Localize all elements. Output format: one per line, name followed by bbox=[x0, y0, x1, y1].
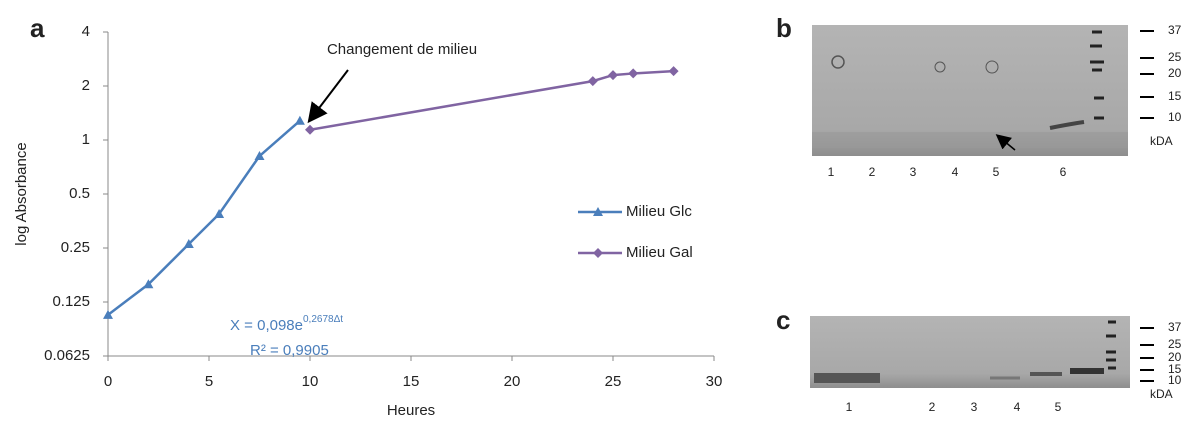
panel-label: b bbox=[776, 13, 792, 43]
marker-label: 25 bbox=[1168, 50, 1182, 64]
marker-label: 37 bbox=[1168, 320, 1182, 334]
marker-label: 37 bbox=[1168, 23, 1182, 37]
series-line bbox=[107, 119, 301, 316]
legend-label: Milieu Gal bbox=[626, 244, 693, 261]
x-tick-label: 0 bbox=[104, 373, 112, 390]
unit-label: kDA bbox=[1150, 134, 1173, 148]
equation: X = 0,098e0,2678Δt bbox=[230, 314, 343, 334]
lane-label: 2 bbox=[929, 400, 936, 414]
y-tick-label: 4 bbox=[82, 23, 90, 40]
data-point bbox=[254, 151, 265, 161]
lane-label: 4 bbox=[1014, 400, 1021, 414]
data-point bbox=[143, 279, 154, 289]
x-tick-label: 25 bbox=[605, 373, 622, 390]
y-tick-label: 0.0625 bbox=[44, 347, 90, 364]
marker-label: 15 bbox=[1168, 89, 1182, 103]
lane-label: 3 bbox=[971, 400, 978, 414]
data-point bbox=[103, 309, 113, 319]
x-tick-label: 30 bbox=[706, 373, 723, 390]
y-tick-label: 2 bbox=[82, 77, 90, 94]
y-tick-label: 0.25 bbox=[61, 239, 90, 256]
data-point bbox=[608, 70, 618, 81]
x-axis-title: Heures bbox=[387, 402, 435, 419]
data-point bbox=[587, 76, 598, 87]
gel-bands bbox=[814, 320, 1116, 383]
lane-label: 5 bbox=[993, 165, 1000, 179]
y-axis-title: log Absorbance bbox=[13, 142, 30, 245]
x-tick-label: 20 bbox=[504, 373, 521, 390]
annotation: Changement de milieu bbox=[327, 41, 477, 58]
legend-marker bbox=[593, 248, 603, 258]
r-squared: R² = 0,9905 bbox=[250, 342, 329, 359]
legend-marker bbox=[593, 207, 603, 216]
data-point bbox=[668, 66, 679, 77]
marker-label: 15 bbox=[1168, 362, 1182, 376]
annotation-arrow bbox=[307, 69, 349, 124]
marker-label: 10 bbox=[1168, 110, 1182, 124]
series-line bbox=[309, 69, 674, 132]
panel-label: c bbox=[776, 305, 790, 335]
y-tick-label: 0.5 bbox=[69, 185, 90, 202]
y-tick-label: 1 bbox=[82, 131, 90, 148]
data-point bbox=[294, 115, 305, 125]
lane-label: 3 bbox=[910, 165, 917, 179]
gel-bands bbox=[812, 30, 1128, 151]
legend-label: Milieu Glc bbox=[626, 203, 692, 220]
data-point bbox=[214, 208, 225, 218]
marker-label: 20 bbox=[1168, 350, 1182, 364]
lane-label: 2 bbox=[869, 165, 876, 179]
unit-label: kDA bbox=[1150, 387, 1173, 401]
data-point bbox=[628, 68, 639, 79]
marker-label: 20 bbox=[1168, 66, 1182, 80]
panel-label: a bbox=[30, 13, 45, 43]
lane-label: 1 bbox=[846, 400, 853, 414]
lane-label: 5 bbox=[1055, 400, 1062, 414]
marker-label: 25 bbox=[1168, 337, 1182, 351]
lane-label: 1 bbox=[828, 165, 835, 179]
y-tick-label: 0.125 bbox=[52, 293, 90, 310]
lane-label: 6 bbox=[1060, 165, 1067, 179]
x-tick-label: 10 bbox=[302, 373, 319, 390]
data-point bbox=[183, 239, 194, 249]
data-point bbox=[305, 124, 315, 135]
x-tick-label: 5 bbox=[205, 373, 213, 390]
x-tick-label: 15 bbox=[403, 373, 420, 390]
lane-label: 4 bbox=[952, 165, 959, 179]
marker-label: 10 bbox=[1168, 373, 1182, 387]
equation-exponent: 0,2678Δt bbox=[303, 314, 343, 325]
equation-text: X = 0,098e bbox=[230, 317, 303, 334]
